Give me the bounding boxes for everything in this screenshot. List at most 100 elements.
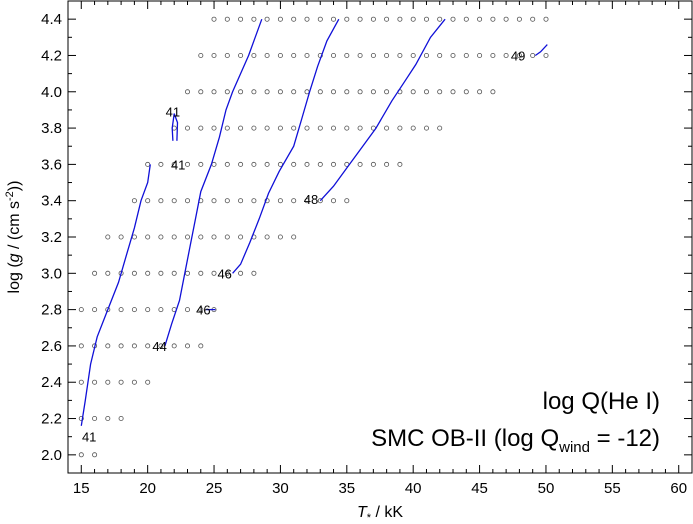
model-point [397, 16, 403, 22]
model-point [131, 270, 137, 276]
model-point [251, 16, 257, 22]
model-point [145, 234, 151, 240]
model-point [224, 234, 230, 240]
y-axis-ticks: 2.0 2.2 2.4 2.6 2.8 3.0 3.2 3.4 3.6 3.8 4.0 4.2 4.4 [41, 0, 692, 474]
x-tick-label: 20 [139, 480, 156, 497]
model-point [530, 16, 536, 22]
model-point [118, 415, 124, 421]
model-point [238, 161, 244, 167]
model-point [304, 16, 310, 22]
model-point [330, 16, 336, 22]
model-point [344, 198, 350, 204]
contour-label: 41 [166, 105, 180, 120]
model-point [158, 161, 164, 167]
model-point [158, 270, 164, 276]
model-point [370, 89, 376, 95]
model-point [171, 234, 177, 240]
contour-label: 41 [82, 430, 96, 445]
model-point [397, 125, 403, 131]
model-point [463, 16, 469, 22]
model-point [304, 161, 310, 167]
model-point [450, 89, 456, 95]
model-point [410, 125, 416, 131]
model-point [78, 415, 84, 421]
model-point [105, 343, 111, 349]
legend-title: log Q(He I) [543, 388, 660, 415]
model-point [437, 89, 443, 95]
model-point [291, 16, 297, 22]
model-point [264, 53, 270, 59]
model-point [277, 53, 283, 59]
model-point [357, 161, 363, 167]
model-point [224, 270, 230, 276]
model-point [184, 234, 190, 240]
y-tick-label: 2.2 [41, 411, 62, 428]
contour-line [164, 18, 263, 347]
y-tick-label: 3.0 [41, 265, 62, 282]
model-point [330, 125, 336, 131]
model-point [251, 53, 257, 59]
model-point [238, 198, 244, 204]
model-point [463, 53, 469, 59]
model-point [92, 415, 98, 421]
x-tick-label: 35 [338, 480, 355, 497]
model-point [198, 343, 204, 349]
x-tick-label: 55 [604, 480, 621, 497]
model-point [291, 234, 297, 240]
model-point [291, 198, 297, 204]
model-point [291, 161, 297, 167]
model-point [450, 16, 456, 22]
model-point [264, 89, 270, 95]
model-point [224, 16, 230, 22]
x-tick-label: 15 [73, 480, 90, 497]
model-point [158, 234, 164, 240]
model-point [238, 270, 244, 276]
y-tick-label: 3.6 [41, 156, 62, 173]
model-point [477, 16, 483, 22]
legend-subtitle: SMC OB-II (log Qwind = -12) [371, 425, 660, 456]
model-point [304, 53, 310, 59]
model-point [317, 161, 323, 167]
y-tick-label: 3.8 [41, 120, 62, 137]
model-point [384, 89, 390, 95]
contour-line [80, 164, 151, 426]
model-point [330, 161, 336, 167]
model-point [78, 452, 84, 458]
model-point [490, 89, 496, 95]
contour-label: 46 [196, 303, 210, 318]
model-point [503, 53, 509, 59]
model-point [330, 53, 336, 59]
contour-line [171, 113, 179, 141]
model-point [145, 270, 151, 276]
model-point [158, 307, 164, 313]
model-point [397, 53, 403, 59]
model-point [131, 307, 137, 313]
model-point [198, 234, 204, 240]
y-tick-label: 2.4 [41, 374, 62, 391]
model-point [211, 89, 217, 95]
model-point [171, 270, 177, 276]
contour-label: 48 [304, 192, 318, 207]
model-point [105, 379, 111, 385]
model-point [118, 307, 124, 313]
model-point [410, 89, 416, 95]
model-point [158, 343, 164, 349]
model-point [118, 379, 124, 385]
model-point [211, 198, 217, 204]
model-point [344, 89, 350, 95]
model-point [224, 89, 230, 95]
x-tick-label: 40 [405, 480, 422, 497]
y-tick-label: 2.6 [41, 338, 62, 355]
model-point [198, 125, 204, 131]
model-point [370, 161, 376, 167]
x-tick-label: 30 [272, 480, 289, 497]
model-point [184, 307, 190, 313]
model-point [530, 53, 536, 59]
model-point [437, 16, 443, 22]
model-point [251, 198, 257, 204]
model-point [198, 89, 204, 95]
model-point [251, 270, 257, 276]
model-point [184, 198, 190, 204]
model-grid-markers [78, 16, 549, 458]
model-point [118, 234, 124, 240]
